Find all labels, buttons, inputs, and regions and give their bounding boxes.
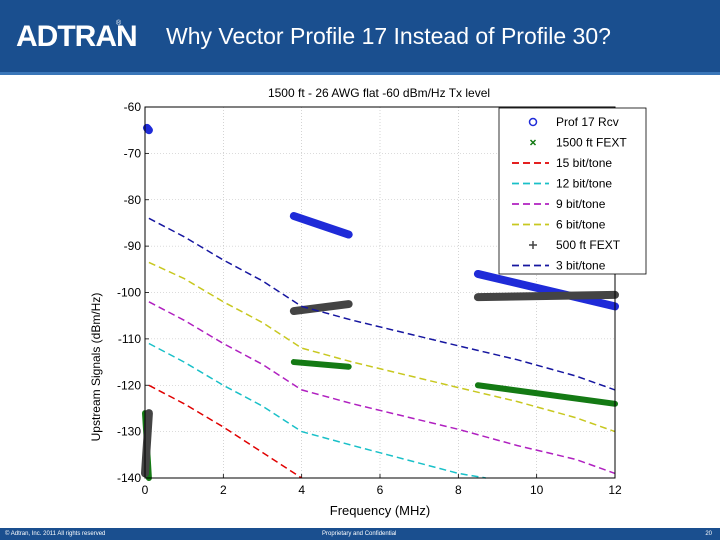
series-15-bit-tone [148, 384, 303, 479]
legend-label-12-bit-tone: 12 bit/tone [556, 177, 612, 191]
legend-label-500-ft-fext: 500 ft FEXT [556, 238, 621, 252]
series-500-ft-fext-band [141, 409, 153, 478]
x-tick-label: 12 [608, 483, 622, 497]
y-tick-label: -140 [117, 471, 141, 485]
legend-label-15-bit-tone: 15 bit/tone [556, 156, 612, 170]
registered-mark: ® [116, 20, 122, 27]
x-tick-label: 10 [530, 483, 544, 497]
series-6-bit-tone [148, 261, 616, 433]
legend-label-9-bit-tone: 9 bit/tone [556, 197, 606, 211]
legend-swatch-500-ft-fext [529, 241, 537, 249]
legend-swatch-1500-ft-fext [529, 139, 537, 146]
y-tick-label: -130 [117, 425, 141, 439]
plot-frame [144, 106, 616, 479]
y-tick-label: -120 [117, 378, 141, 392]
legend: Prof 17 Rcv 1500 ft FEXT 15 bit/tone 12 bit… [498, 107, 647, 275]
legend-label-1500-ft-fext: 1500 ft FEXT [556, 136, 627, 150]
legend-swatch-prof-17-rcv [528, 117, 538, 127]
legend-label-prof-17-rcv: Prof 17 Rcv [556, 115, 619, 129]
series-500-ft-fext-band [473, 290, 619, 302]
x-tick-label: 6 [377, 483, 384, 497]
x-tick-label: 8 [455, 483, 462, 497]
legend-label-6-bit-tone: 6 bit/tone [556, 218, 606, 232]
chart: 1500 ft - 26 AWG flat -60 dBm/Hz Tx leve… [89, 86, 647, 518]
series-prof-17-rcv-band [289, 211, 353, 239]
series-9-bit-tone [148, 301, 616, 475]
series-1500-ft-fext-band [290, 359, 352, 370]
y-tick-label: -80 [124, 193, 142, 207]
page-number: 20 [705, 531, 712, 537]
x-tick-label: 0 [142, 483, 149, 497]
header-bar [0, 0, 720, 72]
series-prof-17-rcv-band [142, 123, 153, 135]
legend-label-3-bit-tone: 3 bit/tone [556, 259, 606, 273]
series-1500-ft-fext-band [474, 382, 618, 407]
slide-title: Why Vector Profile 17 Instead of Profile… [166, 23, 611, 49]
x-axis-label: Frequency (MHz) [330, 503, 430, 518]
series-500-ft-fext-band [289, 300, 353, 316]
y-tick-label: -70 [124, 146, 142, 160]
x-tick-label: 4 [298, 483, 305, 497]
footer-copyright: © Adtran, Inc. 2011 All rights reserved [5, 531, 106, 537]
footer-bar: © Adtran, Inc. 2011 All rights reserved … [0, 528, 720, 540]
series-3-bit-tone [148, 217, 616, 391]
footer-confidential: Proprietary and Confidential [322, 531, 397, 537]
y-tick-label: -100 [117, 286, 141, 300]
legend-box [498, 107, 647, 275]
series-prof-17-rcv-band [473, 269, 619, 311]
chart-title: 1500 ft - 26 AWG flat -60 dBm/Hz Tx leve… [268, 86, 490, 100]
adtran-logo: ADTRAN [16, 20, 138, 53]
y-axis-label: Upstream Signals (dBm/Hz) [89, 293, 103, 442]
y-tick-label: -60 [124, 100, 142, 114]
x-tick-label: 2 [220, 483, 227, 497]
y-tick-label: -90 [124, 239, 142, 253]
header-divider [0, 72, 720, 75]
y-tick-label: -110 [118, 332, 141, 346]
series-12-bit-tone [148, 342, 486, 479]
